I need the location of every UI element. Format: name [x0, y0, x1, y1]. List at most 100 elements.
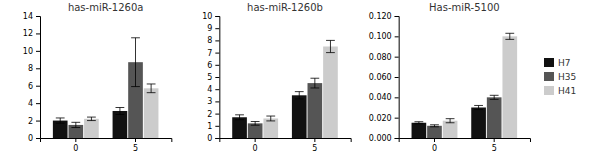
tick-mark	[36, 138, 40, 139]
tick-mark	[36, 103, 40, 104]
y-tick: 0.060	[369, 73, 399, 82]
tick-label: 14	[23, 12, 33, 21]
y-tick: 0.080	[369, 53, 399, 62]
error-cap	[326, 52, 335, 53]
tick-mark	[215, 138, 219, 139]
error-bar	[446, 119, 455, 123]
tick-mark	[395, 36, 399, 37]
error-cap	[414, 123, 423, 124]
tick-mark	[36, 51, 40, 52]
legend-swatch	[544, 72, 554, 81]
error-cap	[310, 78, 319, 79]
error-line	[135, 38, 136, 87]
error-cap	[87, 120, 96, 121]
legend-label: H35	[558, 72, 576, 82]
tick-label: 0	[253, 144, 258, 153]
error-cap	[251, 125, 260, 126]
tick-label: 0.120	[369, 12, 392, 21]
tick-mark	[75, 138, 76, 142]
bar	[263, 118, 278, 138]
error-cap	[71, 122, 80, 123]
tick-label: 5	[207, 73, 212, 82]
error-bar	[414, 122, 423, 124]
error-bar	[235, 115, 244, 120]
tick-label: 8	[28, 64, 33, 73]
y-tick: 0.040	[369, 93, 399, 102]
tick-mark	[215, 101, 219, 102]
error-cap	[446, 118, 455, 119]
legend-item: H35	[544, 72, 576, 82]
tick-mark	[395, 16, 399, 17]
bar	[443, 121, 458, 138]
error-cap	[87, 117, 96, 118]
error-cap	[474, 105, 483, 106]
error-line	[509, 33, 510, 39]
x-tick: 5	[133, 138, 138, 153]
legend-item: H7	[544, 58, 571, 68]
y-tick: 0.100	[369, 32, 399, 41]
tick-label: 7	[207, 49, 212, 58]
bar	[248, 123, 263, 138]
tick-mark	[215, 77, 219, 78]
plot-area: 0246810121405	[23, 12, 172, 153]
tick-mark	[215, 89, 219, 90]
series	[84, 84, 158, 138]
axis-line	[395, 17, 400, 139]
y-tick: 14	[23, 12, 40, 21]
tick-label: 8	[207, 36, 212, 45]
tick-label: 0.040	[369, 93, 392, 102]
tick-label: 0.060	[369, 73, 392, 82]
tick-label: 0	[73, 144, 78, 153]
error-bar	[266, 116, 275, 121]
error-bar	[310, 78, 319, 88]
axis-line	[36, 17, 41, 139]
series	[232, 92, 306, 138]
tick-mark	[255, 138, 256, 142]
tick-mark	[36, 121, 40, 122]
bar	[502, 36, 517, 138]
y-tick: 0	[207, 134, 219, 143]
error-bar	[56, 118, 65, 123]
bar	[471, 108, 486, 139]
error-bar	[490, 95, 499, 99]
tick-mark	[135, 138, 136, 142]
error-bar	[474, 105, 483, 109]
tick-label: 6	[207, 61, 212, 70]
bar	[427, 126, 442, 138]
error-cap	[430, 124, 439, 125]
x-tick: 5	[492, 138, 497, 153]
legend-item: H41	[544, 86, 576, 96]
error-cap	[474, 109, 483, 110]
error-cap	[71, 127, 80, 128]
error-cap	[430, 126, 439, 127]
bar	[308, 83, 323, 138]
error-line	[330, 40, 331, 52]
error-cap	[446, 122, 455, 123]
error-line	[75, 122, 76, 127]
error-line	[450, 119, 451, 123]
bar	[84, 119, 99, 138]
error-line	[270, 116, 271, 121]
error-bar	[251, 122, 260, 126]
error-cap	[131, 37, 140, 38]
axis-line	[220, 139, 351, 143]
error-cap	[251, 121, 260, 122]
x-axis: 05	[41, 138, 172, 153]
y-tick: 7	[207, 49, 219, 58]
y-tick: 12	[23, 29, 40, 38]
y-tick: 10	[23, 47, 40, 56]
error-line	[494, 95, 495, 99]
tick-mark	[215, 126, 219, 127]
panel: 01234567891005has-miR-1260b	[202, 2, 351, 153]
y-tick: 8	[28, 64, 40, 73]
tick-mark	[215, 65, 219, 66]
tick-mark	[36, 86, 40, 87]
error-line	[151, 84, 152, 93]
tick-label: 5	[133, 144, 138, 153]
error-line	[60, 118, 61, 123]
tick-label: 9	[207, 24, 212, 33]
tick-mark	[314, 138, 315, 142]
tick-mark	[215, 40, 219, 41]
series	[68, 38, 142, 138]
tick-label: 10	[202, 12, 212, 21]
